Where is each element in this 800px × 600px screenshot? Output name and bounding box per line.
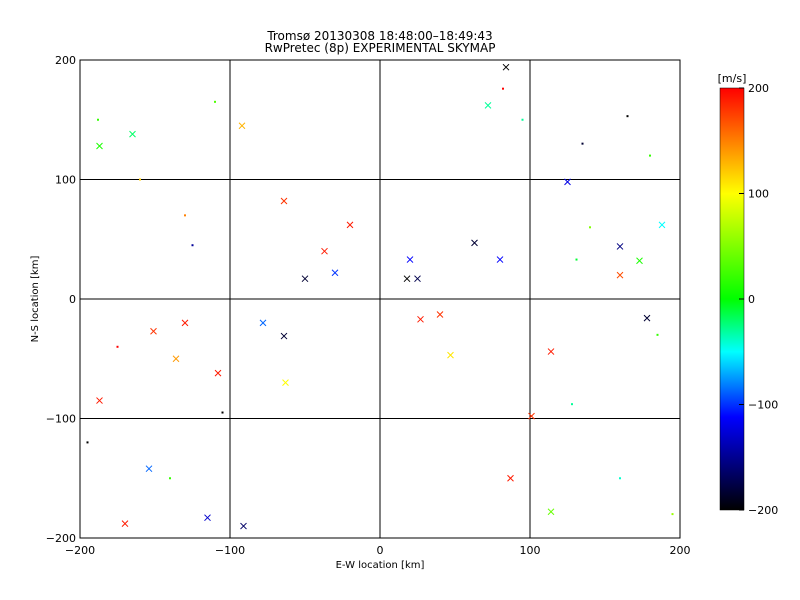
data-point-dot — [649, 154, 651, 157]
data-point-dot — [589, 226, 591, 229]
data-point-dot — [86, 441, 89, 444]
chart-subtitle: RwPretec (8p) EXPERIMENTAL SKYMAP — [265, 41, 496, 55]
grid-lines — [80, 60, 680, 538]
x-tick-label: 100 — [520, 544, 541, 557]
data-point-cross — [145, 465, 153, 473]
data-point-cross — [346, 221, 354, 229]
data-point-cross — [507, 474, 514, 482]
data-point-dot — [221, 411, 224, 414]
data-point-cross — [616, 243, 624, 250]
data-point-cross — [240, 522, 247, 530]
colorbar-tick-label: −100 — [748, 399, 778, 412]
axis-ticks: −200 −100 0 100 200 −200 −100 0 100 200 — [46, 54, 691, 557]
data-point-cross — [172, 355, 180, 363]
data-point-dot — [571, 403, 573, 406]
data-point-dot — [139, 178, 141, 181]
data-point-cross — [406, 256, 414, 263]
x-axis-label: E-W location [km] — [336, 560, 425, 571]
data-point-cross — [280, 197, 288, 205]
data-point-dot — [97, 118, 99, 121]
x-tick-label: 200 — [670, 544, 691, 557]
data-point-cross — [121, 520, 129, 528]
colorbar-tick-label: −200 — [748, 504, 778, 517]
chart-title: Tromsø 20130308 18:48:00–18:49:43 — [266, 29, 492, 43]
data-point-cross — [96, 397, 103, 404]
data-points — [86, 63, 674, 530]
data-point-cross — [636, 257, 643, 265]
data-point-cross — [414, 275, 421, 283]
data-point-cross — [471, 239, 478, 247]
data-point-cross — [181, 319, 189, 327]
data-point-cross — [403, 275, 411, 283]
data-point-cross — [204, 514, 211, 522]
data-point-dot — [184, 214, 186, 217]
data-point-dot — [116, 345, 119, 348]
data-point-dot — [502, 87, 504, 90]
colorbar-tick-label: 0 — [748, 293, 755, 306]
data-point-dot — [626, 115, 629, 118]
data-point-cross — [282, 379, 289, 387]
data-point-cross — [616, 271, 624, 279]
data-point-cross — [214, 369, 222, 377]
y-axis-label: N-S location [km] — [30, 256, 41, 343]
x-tick-label: −200 — [65, 544, 95, 557]
x-tick-label: 0 — [377, 544, 384, 557]
data-point-dot — [619, 477, 621, 480]
data-point-dot — [191, 244, 194, 247]
data-point-cross — [502, 63, 510, 71]
data-point-cross — [417, 315, 424, 323]
data-point-cross — [496, 256, 504, 263]
y-tick-label: 200 — [55, 54, 76, 67]
data-point-cross — [436, 311, 444, 318]
data-point-cross — [547, 348, 555, 355]
data-point-cross — [447, 351, 454, 359]
data-point-dot — [581, 142, 584, 145]
data-point-cross — [280, 332, 288, 340]
data-point-cross — [96, 142, 103, 150]
data-point-cross — [331, 269, 339, 277]
colorbar-tick-label: 200 — [748, 82, 769, 95]
colorbar-ticks: 200 100 0 −100 −200 — [739, 82, 778, 517]
data-point-cross — [150, 327, 157, 335]
data-point-dot — [214, 100, 216, 103]
data-point-cross — [547, 508, 555, 516]
data-point-cross — [238, 122, 246, 130]
data-point-dot — [575, 258, 578, 261]
data-point-cross — [484, 102, 492, 109]
data-point-cross — [564, 178, 571, 186]
y-tick-label: −100 — [46, 413, 76, 426]
data-point-cross — [301, 275, 309, 283]
colorbar-tick-label: 100 — [748, 188, 769, 201]
data-point-dot — [656, 333, 659, 336]
data-point-cross — [129, 130, 136, 138]
data-point-cross — [528, 412, 535, 420]
data-point-cross — [658, 221, 666, 229]
colorbar-label: [m/s] — [718, 72, 747, 85]
data-point-dot — [671, 513, 674, 516]
y-tick-label: 100 — [55, 174, 76, 187]
data-point-cross — [259, 319, 267, 327]
y-tick-label: −200 — [46, 532, 76, 545]
data-point-cross — [321, 247, 328, 255]
x-tick-label: −100 — [215, 544, 245, 557]
data-point-cross — [643, 314, 651, 322]
data-point-dot — [521, 118, 524, 121]
y-tick-label: 0 — [69, 293, 76, 306]
data-point-dot — [169, 477, 171, 480]
